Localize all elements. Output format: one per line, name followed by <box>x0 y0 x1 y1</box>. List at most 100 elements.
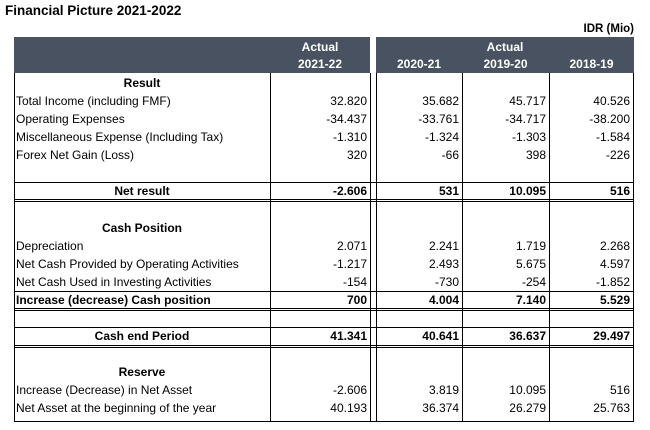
table-row-cash-change: Increase (decrease) Cash position 700 4.… <box>14 292 634 309</box>
header-actual-right: Actual <box>486 40 524 54</box>
cell-2020-21: 3.819 <box>428 383 459 397</box>
cell-2021-22: 320 <box>346 148 367 162</box>
row-label: Net result <box>114 184 170 198</box>
cell-2018-19: -1.852 <box>595 275 630 289</box>
cell-2021-22: -2.606 <box>332 184 367 198</box>
cell-2020-21: 40.641 <box>422 329 459 343</box>
header-current-block: Actual 2021-22 <box>270 37 370 73</box>
border-label-right <box>270 73 271 422</box>
border-col-2019 <box>549 73 550 422</box>
cell-2020-21: -1.324 <box>424 130 459 144</box>
cell-2020-21: 531 <box>438 184 459 198</box>
rule-net-result-top <box>14 182 634 183</box>
cell-2018-19: 29.497 <box>593 329 630 343</box>
row-label: Cash end Period <box>94 329 190 343</box>
table-row-net-result: Net result -2.606 531 10.095 516 <box>14 183 634 200</box>
cell-2021-22: 40.193 <box>330 401 367 415</box>
cell-2018-19: -38.200 <box>589 112 630 126</box>
cell-2021-22: 2.071 <box>336 239 367 253</box>
cell-2020-21: 2.241 <box>428 239 459 253</box>
cell-2019-20: -1.303 <box>511 130 546 144</box>
table-row: Net Asset at the beginning of the year 4… <box>14 400 634 417</box>
cell-2018-19: 516 <box>609 383 630 397</box>
cell-2018-19: 5.529 <box>599 293 630 307</box>
page-title: Financial Picture 2021-2022 <box>5 3 182 18</box>
cell-2018-19: 40.526 <box>593 94 630 108</box>
header-year-2018-19: 2018-19 <box>569 57 614 71</box>
section-cash-position-label: Cash Position <box>101 221 182 235</box>
rule-bottom <box>14 421 634 422</box>
cell-2021-22: -154 <box>342 275 367 289</box>
section-result-label: Result <box>123 76 161 90</box>
header-year-current: 2021-22 <box>297 57 343 71</box>
rule-cash-change-bottom <box>14 308 634 311</box>
cell-2019-20: 36.637 <box>509 329 546 343</box>
header-year-2019-20: 2019-20 <box>483 57 528 71</box>
header-year-2020-21: 2020-21 <box>396 57 442 71</box>
border-col-2020 <box>462 73 463 422</box>
table-row: Total Income (including FMF) 32.820 35.6… <box>14 93 634 110</box>
unit-label: IDR (Mio) <box>583 23 634 35</box>
rule-cash-end-bottom <box>14 345 634 348</box>
cell-2020-21: 4.004 <box>428 293 459 307</box>
header-label-block <box>14 37 270 73</box>
cell-2021-22: -1.217 <box>332 257 367 271</box>
section-result: Result <box>14 75 634 92</box>
table-row: Net Cash Used in Investing Activities -1… <box>14 274 634 291</box>
cell-2020-21: -66 <box>441 148 459 162</box>
cell-2019-20: 45.717 <box>509 94 546 108</box>
financial-table: Actual 2021-22 Actual 2020-21 2019-20 20… <box>14 37 634 422</box>
border-left <box>14 73 15 422</box>
cell-2021-22: -2.606 <box>332 383 367 397</box>
table-row: Increase (Decrease) in Net Asset -2.606 … <box>14 382 634 399</box>
row-label: Net Cash Provided by Operating Activitie… <box>16 257 239 271</box>
cell-2021-22: -34.437 <box>326 112 367 126</box>
rule-cash-change-top <box>14 291 634 292</box>
cell-2021-22: -1.310 <box>332 130 367 144</box>
cell-2019-20: 5.675 <box>515 257 546 271</box>
table-row: Forex Net Gain (Loss) 320 -66 398 -226 <box>14 147 634 164</box>
rule-cash-end-top <box>14 327 634 328</box>
section-reserve-label: Reserve <box>118 365 166 379</box>
row-label: Forex Net Gain (Loss) <box>16 148 135 162</box>
cell-2019-20: -254 <box>521 275 546 289</box>
cell-2020-21: -33.761 <box>418 112 459 126</box>
header-prior-block: Actual 2020-21 2019-20 2018-19 <box>376 37 634 73</box>
cell-2021-22: 41.341 <box>330 329 367 343</box>
row-label: Operating Expenses <box>16 112 125 126</box>
cell-2018-19: 25.763 <box>593 401 630 415</box>
table-row-cash-end: Cash end Period 41.341 40.641 36.637 29.… <box>14 328 634 345</box>
cell-2018-19: 2.268 <box>599 239 630 253</box>
section-cash-position: Cash Position <box>14 220 634 237</box>
row-label: Increase (Decrease) in Net Asset <box>16 383 193 397</box>
header-actual-left: Actual <box>301 40 339 54</box>
cell-2019-20: 10.095 <box>509 383 546 397</box>
cell-2019-20: 1.719 <box>515 239 546 253</box>
table-row: Miscellaneous Expense (Including Tax) -1… <box>14 129 634 146</box>
cell-2021-22: 700 <box>346 293 367 307</box>
row-label: Total Income (including FMF) <box>16 94 171 108</box>
rule-net-result-bottom <box>14 199 634 202</box>
cell-2020-21: 2.493 <box>428 257 459 271</box>
table-row: Depreciation 2.071 2.241 1.719 2.268 <box>14 238 634 255</box>
border-prior-left <box>376 73 377 422</box>
cell-2020-21: 36.374 <box>422 401 459 415</box>
cell-2019-20: 26.279 <box>509 401 546 415</box>
border-right <box>633 73 634 422</box>
cell-2020-21: -730 <box>434 275 459 289</box>
table-row: Operating Expenses -34.437 -33.761 -34.7… <box>14 111 634 128</box>
cell-2019-20: -34.717 <box>505 112 546 126</box>
row-label: Increase (decrease) Cash position <box>16 293 211 307</box>
row-label: Net Cash Used in Investing Activities <box>16 275 212 289</box>
section-reserve: Reserve <box>14 364 634 381</box>
row-label: Miscellaneous Expense (Including Tax) <box>16 130 224 144</box>
cell-2018-19: -226 <box>605 148 630 162</box>
cell-2019-20: 7.140 <box>515 293 546 307</box>
cell-2018-19: -1.584 <box>595 130 630 144</box>
cell-2020-21: 35.682 <box>422 94 459 108</box>
border-current-right <box>370 73 371 422</box>
cell-2018-19: 516 <box>609 184 630 198</box>
row-label: Depreciation <box>16 239 84 253</box>
cell-2019-20: 10.095 <box>509 184 546 198</box>
cell-2021-22: 32.820 <box>330 94 367 108</box>
